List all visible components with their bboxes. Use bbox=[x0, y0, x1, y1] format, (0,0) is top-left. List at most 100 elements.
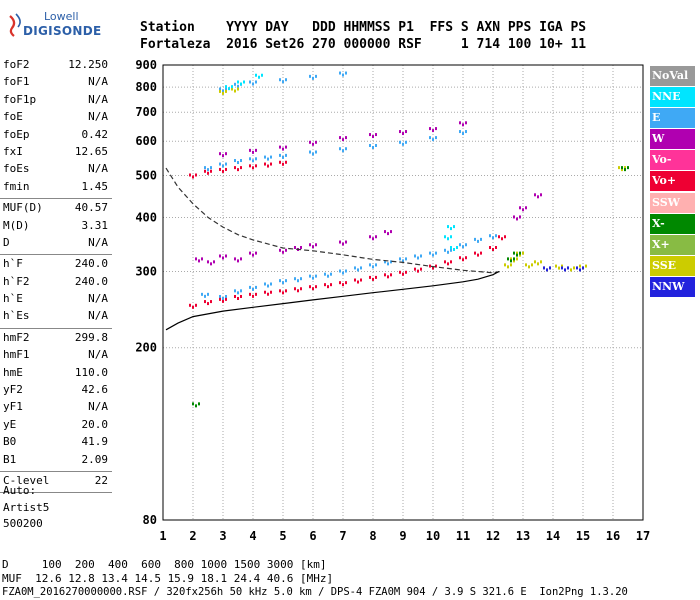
param-value: 110.0 bbox=[74, 365, 108, 379]
echo-point-nne bbox=[243, 80, 245, 84]
echo-point-x- bbox=[192, 402, 194, 406]
echo-point-e bbox=[234, 159, 236, 163]
echo-point-w bbox=[282, 250, 284, 254]
echo-point-vo+ bbox=[210, 169, 212, 173]
x-tick-label: 15 bbox=[576, 529, 590, 543]
echo-point-w bbox=[369, 235, 371, 239]
echo-point-e bbox=[282, 80, 284, 84]
param-value: 299.8 bbox=[74, 330, 108, 344]
param-label: foF1p bbox=[3, 92, 37, 106]
echo-point-w bbox=[237, 259, 239, 263]
echo-point-vo+ bbox=[294, 287, 296, 291]
echo-point-vo+ bbox=[435, 264, 437, 268]
echo-point-e bbox=[420, 254, 422, 258]
echo-point-w bbox=[300, 245, 302, 249]
echo-point-w bbox=[312, 142, 314, 146]
echo-point-vo+ bbox=[399, 270, 401, 274]
echo-point-sse bbox=[561, 264, 563, 268]
param-value: 42.6 bbox=[81, 383, 109, 397]
echo-point-vo+ bbox=[462, 258, 464, 262]
echo-point-e bbox=[279, 279, 281, 283]
logo-brand: Lowell bbox=[44, 10, 79, 23]
echo-point-vo+ bbox=[489, 245, 491, 249]
echo-point-w bbox=[252, 253, 254, 257]
param-value: 12.250 bbox=[68, 58, 108, 71]
param-separator bbox=[0, 492, 112, 494]
header-line-1: Station YYYY DAY DDD HHMMSS P1 FFS S AXN… bbox=[140, 20, 587, 35]
echo-point-w bbox=[210, 262, 212, 266]
echo-point-sse bbox=[222, 91, 224, 95]
echo-point-e bbox=[249, 285, 251, 289]
param-label: foEs bbox=[3, 162, 30, 176]
echo-point-w bbox=[525, 206, 527, 210]
echo-point-w bbox=[207, 260, 209, 264]
x-tick-label: 10 bbox=[426, 529, 440, 543]
echo-point-e bbox=[414, 254, 416, 258]
echo-point-w bbox=[240, 257, 242, 261]
echo-point-vo+ bbox=[354, 278, 356, 282]
param-value: N/A bbox=[88, 400, 108, 414]
echo-point-e bbox=[255, 157, 257, 161]
param-label: fmin bbox=[3, 179, 30, 193]
param-row-yf1: yF1 N/A bbox=[0, 400, 112, 417]
echo-point-e bbox=[477, 239, 479, 243]
param-value: N/A bbox=[88, 235, 108, 249]
echo-point-e bbox=[465, 130, 467, 134]
echo-point-vo+ bbox=[282, 162, 284, 166]
echo-point-e bbox=[219, 87, 221, 91]
y-tick-label: 600 bbox=[135, 134, 157, 148]
echo-point-w bbox=[249, 148, 251, 152]
param-label: h`E bbox=[3, 292, 23, 306]
echo-point-vo+ bbox=[237, 296, 239, 300]
echo-point-nne bbox=[255, 73, 257, 77]
echo-point-w bbox=[345, 136, 347, 140]
echo-point-vo+ bbox=[270, 290, 272, 294]
y-tick-label: 800 bbox=[135, 80, 157, 94]
echo-point-e bbox=[249, 157, 251, 161]
param-row-hmf2: hmF2 299.8 bbox=[0, 331, 112, 348]
echo-point-e bbox=[312, 276, 314, 280]
echo-point-vo+ bbox=[315, 285, 317, 289]
echo-point-w bbox=[222, 256, 224, 260]
echo-point-w bbox=[279, 248, 281, 252]
echo-point-w bbox=[249, 251, 251, 255]
echo-point-w bbox=[219, 152, 221, 156]
echo-point-e bbox=[315, 74, 317, 78]
echo-point-e bbox=[234, 82, 236, 86]
param-row-mufd: MUF(D) 40.57 bbox=[0, 201, 112, 218]
echo-point-vo+ bbox=[270, 162, 272, 166]
echo-point-e bbox=[237, 161, 239, 165]
y-tick-label: 400 bbox=[135, 210, 157, 224]
echo-point-vo+ bbox=[189, 303, 191, 307]
echo-point-nne bbox=[450, 235, 452, 239]
echo-point-vo+ bbox=[207, 171, 209, 175]
echo-point-vo+ bbox=[420, 267, 422, 271]
echo-point-w bbox=[201, 257, 203, 261]
echo-point-vo+ bbox=[240, 166, 242, 170]
echo-point-vo+ bbox=[279, 289, 281, 293]
echo-point-sse bbox=[219, 89, 221, 93]
echo-point-w bbox=[516, 217, 518, 221]
echo-point-vo+ bbox=[210, 300, 212, 304]
echo-point-vo+ bbox=[450, 260, 452, 264]
echo-point-e bbox=[279, 153, 281, 157]
echo-point-vo+ bbox=[390, 273, 392, 277]
echo-point-w bbox=[402, 132, 404, 136]
echo-point-w bbox=[369, 133, 371, 137]
echo-point-x- bbox=[513, 251, 515, 255]
echo-point-e bbox=[375, 263, 377, 267]
x-tick-label: 13 bbox=[516, 529, 530, 543]
legend-item-w: W bbox=[650, 129, 695, 150]
legend-item-x: X+ bbox=[650, 234, 695, 255]
param-value: N/A bbox=[88, 292, 108, 306]
echo-point-sse bbox=[504, 263, 506, 267]
echo-point-vo+ bbox=[267, 292, 269, 296]
echo-point-w bbox=[519, 206, 521, 210]
echo-point-w bbox=[399, 130, 401, 134]
echo-point-vo+ bbox=[324, 283, 326, 287]
echo-point-x- bbox=[519, 251, 521, 255]
echo-point-vo+ bbox=[402, 272, 404, 276]
echo-point-e bbox=[342, 149, 344, 153]
echo-point-e bbox=[417, 256, 419, 260]
echo-point-w bbox=[225, 152, 227, 156]
